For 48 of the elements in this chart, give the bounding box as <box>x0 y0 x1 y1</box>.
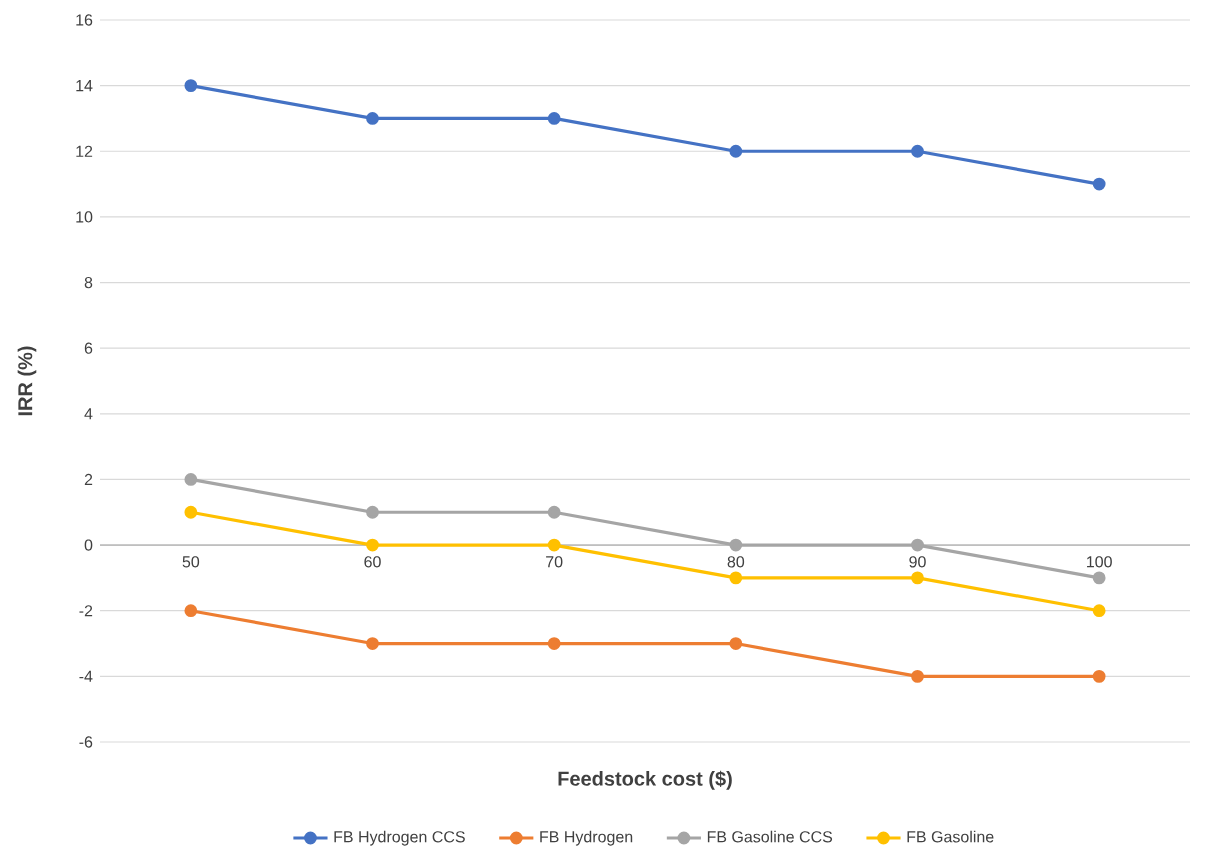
point <box>184 79 198 93</box>
point <box>729 571 743 585</box>
x-tick-label: 50 <box>182 556 200 568</box>
point <box>184 505 198 519</box>
point <box>1092 177 1106 191</box>
legend-label: FB Hydrogen <box>540 830 633 846</box>
point <box>729 637 743 650</box>
point <box>366 112 379 125</box>
point <box>366 538 379 552</box>
point <box>547 112 561 125</box>
point <box>911 669 924 683</box>
point <box>729 538 743 552</box>
y-tick-label: 4 <box>84 408 93 420</box>
point <box>911 571 924 585</box>
point <box>547 637 561 650</box>
point <box>184 604 198 618</box>
legend-label: FB Gasoline <box>907 830 994 843</box>
point <box>1092 571 1106 585</box>
y-tick-label: -6 <box>79 736 93 748</box>
legend-label: FB Hydrogen CCS <box>334 830 465 846</box>
y-tick-label: 8 <box>84 276 93 289</box>
point <box>911 538 924 552</box>
y-tick-label: 12 <box>76 145 93 157</box>
x-axis-title: Feedstock cost ($) <box>558 770 732 790</box>
point <box>729 144 743 158</box>
y-tick-label: 0 <box>84 539 93 551</box>
y-tick-label: 10 <box>76 211 93 223</box>
x-tick-label: 70 <box>546 556 563 568</box>
x-tick-label: 100 <box>1087 556 1112 568</box>
point <box>184 473 198 486</box>
legend-label: FB Gasoline CCS <box>707 830 833 843</box>
y-tick-label: 14 <box>76 80 93 92</box>
y-tick-label: -4 <box>79 670 93 682</box>
point <box>1092 669 1106 683</box>
point <box>1092 604 1106 618</box>
point <box>547 538 561 552</box>
y-tick-label: -2 <box>79 605 93 617</box>
y-tick-label: 6 <box>84 342 93 354</box>
x-tick-label: 80 <box>727 556 745 568</box>
point <box>366 505 379 519</box>
y-tick-label: 16 <box>76 14 93 26</box>
y-axis-title: IRR (%) <box>17 346 37 416</box>
point <box>911 144 924 158</box>
x-tick-label: 60 <box>364 556 381 568</box>
point <box>366 637 379 650</box>
y-tick-label: 2 <box>84 473 93 486</box>
point <box>547 505 561 519</box>
x-tick-label: 90 <box>909 556 926 568</box>
